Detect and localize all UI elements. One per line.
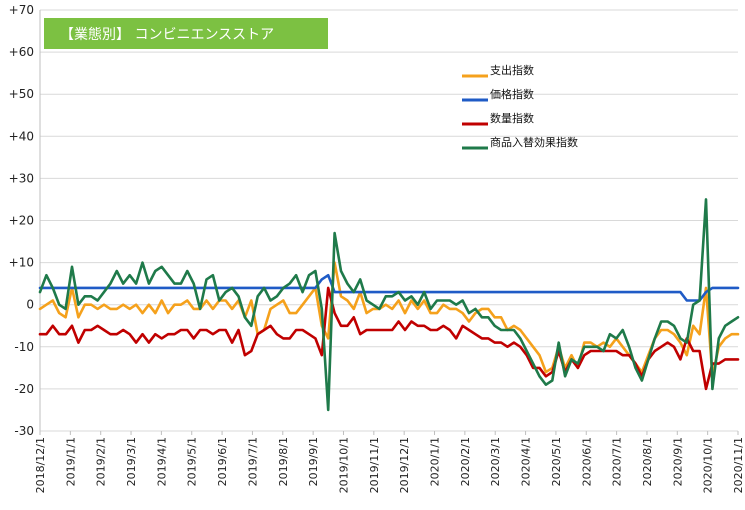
x-tick-label: 2020/2/1 <box>459 437 472 486</box>
legend-label-3: 商品入替効果指数 <box>490 135 578 149</box>
y-tick-label: +40 <box>9 129 34 143</box>
x-tick-label: 2019/9/1 <box>307 437 320 486</box>
legend-label-2: 数量指数 <box>490 111 534 125</box>
y-tick-label: +30 <box>9 171 34 185</box>
x-tick-label: 2019/8/1 <box>277 437 290 486</box>
y-tick-label: -10 <box>14 340 34 354</box>
y-axis: -30 -20 -10 0 +10 +20 +30 +40 +50 +60 +70 <box>9 3 34 438</box>
x-tick-label: 2020/5/1 <box>550 437 563 486</box>
legend-label-0: 支出指数 <box>490 63 534 77</box>
y-tick-label: 0 <box>26 298 34 312</box>
x-axis: 2018/12/1 2019/1/1 2019/2/1 2019/3/1 2019/4/… <box>34 431 745 493</box>
x-tick-label: 2019/6/1 <box>216 437 229 486</box>
x-tick-label: 2019/2/1 <box>95 437 108 486</box>
x-tick-label: 2020/10/1 <box>702 437 715 493</box>
x-tick-label: 2020/7/1 <box>611 437 624 486</box>
legend-label-1: 価格指数 <box>490 87 534 101</box>
x-tick-label: 2019/4/1 <box>155 437 168 486</box>
series-line-3 <box>38 198 740 412</box>
x-tick-label: 2019/10/1 <box>337 437 350 493</box>
y-tick-label: +70 <box>9 3 34 17</box>
x-tick-label: 2020/3/1 <box>489 437 502 486</box>
x-tick-label: 2020/6/1 <box>580 437 593 486</box>
series-line-2 <box>38 286 740 391</box>
x-tick-label: 2019/3/1 <box>125 437 138 486</box>
chart-title: 【業態別】 コンビニエンスストア <box>60 27 274 43</box>
x-tick-label: 2019/7/1 <box>246 437 259 486</box>
x-tick-label: 2018/12/1 <box>34 437 47 493</box>
chart-title-box: 【業態別】 コンビニエンスストア <box>44 18 328 49</box>
y-tick-label: -30 <box>14 424 34 438</box>
y-tick-label: +20 <box>9 214 34 228</box>
x-tick-label: 2020/9/1 <box>671 437 684 486</box>
y-tick-label: +60 <box>9 45 34 59</box>
y-tick-label: +10 <box>9 256 34 270</box>
x-tick-label: 2019/5/1 <box>186 437 199 486</box>
series-line-0 <box>38 261 740 378</box>
series-lines <box>38 198 740 412</box>
x-tick-label: 2020/1/1 <box>429 437 442 486</box>
x-tick-label: 2020/8/1 <box>641 437 654 486</box>
x-tick-label: 2019/11/1 <box>368 437 381 493</box>
series-line-1 <box>38 273 740 302</box>
x-tick-label: 2020/11/1 <box>732 437 745 493</box>
y-tick-label: +50 <box>9 87 34 101</box>
x-tick-label: 2019/1/1 <box>64 437 77 486</box>
x-tick-label: 2020/4/1 <box>520 437 533 486</box>
y-tick-label: -20 <box>14 382 34 396</box>
title-background <box>44 18 328 49</box>
x-tick-label: 2019/12/1 <box>398 437 411 493</box>
grid-lines <box>39 9 738 432</box>
